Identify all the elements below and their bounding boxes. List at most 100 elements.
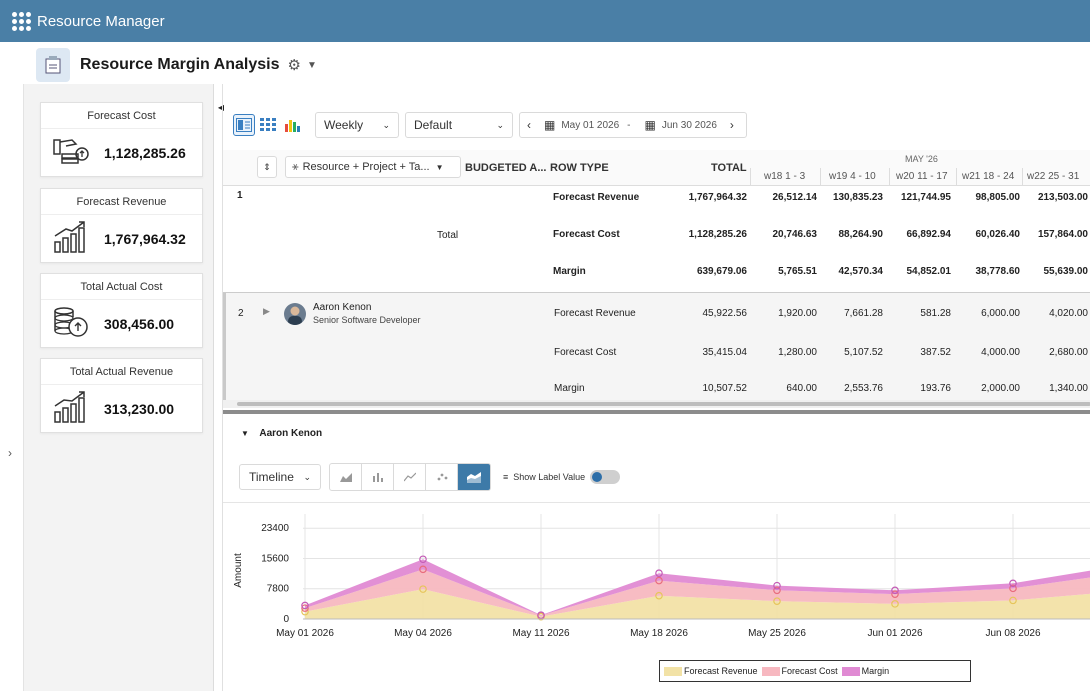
chevron-down-icon: ⌄	[382, 119, 390, 130]
split-view-icon[interactable]	[233, 114, 255, 136]
week-value: 4,020.00	[1049, 308, 1088, 319]
chevron-right-icon[interactable]: ›	[8, 446, 12, 460]
x-tick-label: May 04 2026	[394, 628, 452, 639]
date-separator: -	[627, 119, 631, 131]
panel-splitter[interactable]	[223, 410, 1090, 414]
gear-icon[interactable]: ⚙	[287, 57, 301, 74]
period-select[interactable]: Weekly ⌄	[315, 112, 399, 138]
data-point	[1009, 579, 1017, 588]
chart-mode-select[interactable]: Timeline ⌄	[239, 464, 321, 490]
week-header[interactable]: w20 11 - 17	[896, 171, 948, 182]
row-total: 1,767,964.32	[688, 192, 747, 203]
date-range-picker: ‹ ▦ May 01 2026 - ▦ Jun 30 2026 ›	[519, 112, 747, 138]
group-by-icon: ⚹	[292, 160, 299, 173]
chevron-down-icon: ▼	[435, 162, 444, 172]
data-point	[301, 601, 309, 610]
week-value: 2,553.76	[844, 383, 883, 394]
column-row-type[interactable]: ROW TYPE	[550, 162, 609, 174]
week-header[interactable]: w19 4 - 10	[829, 171, 876, 182]
table-row-group-total[interactable]: 1 Total Forecast Revenue 1,767,964.32 26…	[223, 186, 1090, 292]
week-header[interactable]: w18 1 - 3	[764, 171, 806, 182]
column-budgeted[interactable]: BUDGETED A...	[465, 162, 547, 174]
row-total: 1,128,285.26	[688, 229, 747, 240]
legend-swatch	[841, 666, 860, 676]
x-tick-label: May 18 2026	[630, 628, 688, 639]
area-forecast-revenue	[305, 589, 1090, 619]
legend-item[interactable]: Forecast Revenue	[664, 666, 758, 676]
kpi-card-total-actual-revenue: Total Actual Revenue 313,230.00	[40, 358, 203, 433]
detail-header[interactable]: ▼ Aaron Kenon	[241, 428, 322, 439]
app-launcher-icon[interactable]	[12, 11, 31, 31]
show-label-value-toggle[interactable]	[590, 470, 621, 484]
week-value: 1,920.00	[778, 308, 817, 319]
collapse-panel-icon[interactable]: ◀	[217, 103, 225, 112]
legend-swatch	[761, 666, 780, 676]
bar-chart-icon[interactable]	[362, 464, 394, 490]
date-from[interactable]: May 01 2026	[561, 119, 620, 131]
scatter-chart-icon[interactable]	[426, 464, 458, 490]
chart-view-icon[interactable]	[281, 114, 303, 136]
x-tick-label: Jun 01 2026	[867, 628, 922, 639]
page-title: Resource Margin Analysis	[80, 56, 280, 73]
table-row-group-resource[interactable]: 2 ▶ Aaron Kenon Senior Software Develope…	[223, 293, 1090, 400]
area-chart-icon[interactable]	[330, 464, 362, 490]
resource-name[interactable]: Aaron Kenon	[313, 302, 372, 313]
week-value: 1,340.00	[1049, 383, 1088, 394]
row-type: Margin	[554, 383, 585, 394]
next-period-button[interactable]: ›	[729, 118, 734, 132]
kpi-value: 1,128,285.26	[104, 145, 186, 161]
y-tick-label: 23400	[261, 523, 289, 534]
x-tick-label: May 11 2026	[512, 628, 570, 639]
kpi-panel: Forecast Cost 1,128,285.26 Forecast Reve…	[24, 84, 214, 691]
legend-swatch	[664, 666, 682, 676]
row-total: 639,679.06	[696, 266, 747, 277]
week-value: 640.00	[786, 383, 817, 394]
calendar-icon[interactable]: ▦	[544, 118, 556, 132]
week-header[interactable]: w22 25 - 31	[1027, 171, 1080, 182]
previous-period-button[interactable]: ‹	[527, 118, 531, 132]
week-value: 42,570.34	[838, 266, 884, 277]
week-value: 5,765.51	[778, 266, 817, 277]
column-total[interactable]: TOTAL	[711, 162, 747, 174]
stacked-area-chart-icon[interactable]	[458, 464, 490, 490]
week-value: 5,107.52	[844, 347, 883, 358]
expand-row-icon[interactable]: ▶	[263, 306, 270, 316]
grid-header: ⇕ ⚹ Resource + Project + Ta... ▼ BUDGETE…	[223, 150, 1090, 186]
legend-item[interactable]: Forecast Cost	[761, 666, 838, 676]
date-to[interactable]: Jun 30 2026	[661, 119, 717, 131]
week-value: 581.28	[920, 308, 951, 319]
row-index: 2	[238, 308, 244, 319]
month-header: MAY '26	[905, 154, 938, 164]
x-tick-label: May 25 2026	[748, 628, 806, 639]
view-select[interactable]: Default ⌄	[405, 112, 513, 138]
legend-label: Forecast Cost	[781, 666, 838, 676]
hand-money-icon	[52, 134, 90, 173]
chart-divider	[223, 502, 1090, 503]
horizontal-scrollbar[interactable]	[223, 400, 1090, 408]
group-by-select[interactable]: ⚹ Resource + Project + Ta... ▼	[285, 156, 461, 178]
y-tick-label: 7800	[267, 584, 290, 595]
week-value: 55,639.00	[1043, 266, 1089, 277]
legend-item[interactable]: Margin	[841, 666, 889, 676]
x-tick-label: Jun 08 2026	[985, 628, 1040, 639]
chevron-down-icon[interactable]: ▼	[306, 59, 317, 71]
data-point	[891, 586, 899, 595]
chart-areas	[305, 559, 1090, 619]
week-header[interactable]: w21 18 - 24	[962, 171, 1015, 182]
grid-toolbar: Weekly ⌄ Default ⌄ ‹ ▦ May 01 2026 - ▦ J…	[233, 112, 747, 138]
show-label-value: ≡ Show Label Value	[503, 470, 621, 484]
week-value: 54,852.01	[906, 266, 952, 277]
week-value: 66,892.94	[906, 229, 952, 240]
main-panel: Weekly ⌄ Default ⌄ ‹ ▦ May 01 2026 - ▦ J…	[222, 84, 1090, 691]
calendar-icon[interactable]: ▦	[644, 118, 656, 132]
week-value: 193.76	[920, 383, 951, 394]
scrollbar-thumb[interactable]	[237, 402, 1090, 406]
view-select-value: Default	[414, 118, 453, 132]
avatar	[284, 303, 306, 325]
line-chart-icon[interactable]	[394, 464, 426, 490]
grid-view-icon[interactable]	[257, 114, 279, 136]
kpi-value: 1,767,964.32	[104, 231, 186, 247]
sort-toggle-button[interactable]: ⇕	[257, 156, 277, 178]
detail-title: Aaron Kenon	[259, 428, 323, 439]
caret-down-icon[interactable]: ▼	[241, 429, 249, 438]
